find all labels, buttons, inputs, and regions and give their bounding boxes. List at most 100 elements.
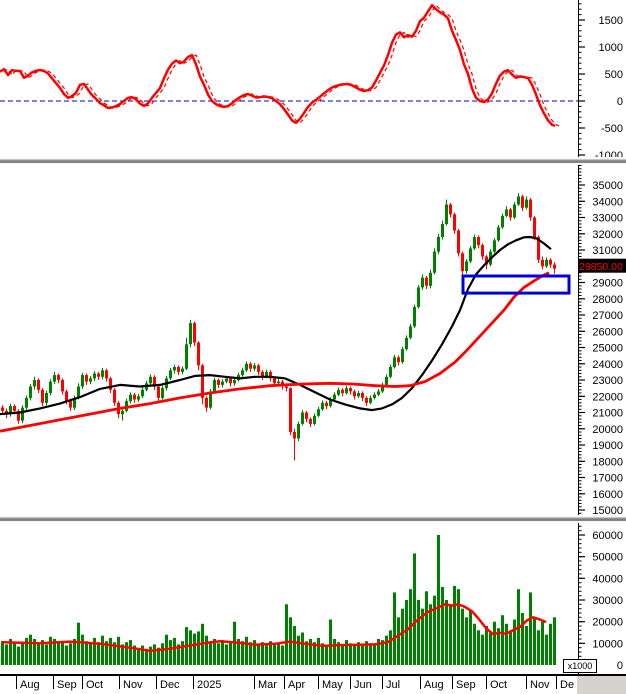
candle-body bbox=[537, 237, 540, 260]
volume-bar bbox=[509, 630, 512, 665]
candle-body bbox=[101, 370, 104, 377]
oscillator-plot[interactable] bbox=[0, 0, 578, 158]
candle-body bbox=[209, 391, 212, 408]
volume-bar bbox=[245, 636, 248, 665]
oscillator-main-line bbox=[0, 3, 556, 127]
volume-bar bbox=[401, 608, 404, 665]
volume-bar bbox=[145, 648, 148, 665]
candle-body bbox=[29, 386, 32, 398]
volume-bar bbox=[469, 610, 472, 665]
candle-body bbox=[81, 375, 84, 387]
candle-body bbox=[417, 287, 420, 307]
volume-bar bbox=[229, 642, 232, 665]
time-tick-label: Sep bbox=[456, 679, 476, 691]
candle-body bbox=[201, 365, 204, 398]
candle-body bbox=[457, 230, 460, 254]
value-axis[interactable]: 1500 1000 500 0 -500 -1000 35000 34000 33000 3200… bbox=[578, 0, 626, 674]
candle-body bbox=[285, 386, 288, 389]
candle-body bbox=[277, 381, 280, 384]
price-panel[interactable] bbox=[0, 165, 578, 517]
axis-tick-label: 16000 bbox=[592, 489, 623, 501]
volume-bar bbox=[49, 636, 52, 665]
volume-bar bbox=[553, 617, 556, 665]
volume-bar bbox=[277, 643, 280, 665]
price-plot[interactable] bbox=[0, 165, 578, 517]
volume-bar bbox=[457, 589, 460, 665]
time-tick-label: Aug bbox=[424, 679, 444, 691]
candle-body bbox=[9, 406, 12, 415]
volume-bar bbox=[161, 643, 164, 665]
candle-body bbox=[433, 251, 436, 273]
volume-bar bbox=[533, 617, 536, 665]
volume-bar bbox=[249, 642, 252, 665]
candle-body bbox=[385, 376, 388, 385]
time-axis-scale[interactable]: Aug Sep Oct Nov Dec 2025 Mar Apr May Jun Jul Aug Sep… bbox=[0, 674, 626, 694]
volume-bar bbox=[273, 644, 276, 665]
candle-body bbox=[97, 373, 100, 377]
candle-body bbox=[525, 199, 528, 208]
volume-bar bbox=[381, 640, 384, 665]
candle-body bbox=[321, 402, 324, 410]
volume-bar bbox=[405, 600, 408, 665]
volume-bar bbox=[61, 641, 64, 665]
volume-bar bbox=[53, 639, 56, 665]
volume-bar bbox=[441, 587, 444, 665]
candle-body bbox=[429, 272, 432, 286]
volume-unit-label: x1000 bbox=[563, 659, 597, 673]
volume-bar bbox=[197, 631, 200, 665]
volume-panel[interactable] bbox=[0, 523, 578, 674]
candle-body bbox=[213, 380, 216, 392]
candle-body bbox=[265, 371, 268, 377]
axis-corner bbox=[577, 676, 626, 694]
volume-bar bbox=[525, 626, 528, 665]
volume-bar bbox=[545, 634, 548, 665]
volume-bar bbox=[93, 637, 96, 665]
candle-body bbox=[273, 378, 276, 384]
candle-body bbox=[313, 415, 316, 424]
axis-tick-label: 60000 bbox=[592, 530, 623, 542]
candle-body bbox=[529, 199, 532, 218]
candle-body bbox=[333, 394, 336, 400]
volume-bar bbox=[397, 617, 400, 665]
volume-bar bbox=[153, 644, 156, 665]
candle-body bbox=[229, 378, 232, 384]
candle-body bbox=[509, 209, 512, 218]
volume-bar bbox=[421, 608, 424, 665]
candle-body bbox=[161, 388, 164, 398]
candle-body bbox=[533, 217, 536, 237]
value-axis-scale[interactable]: 150010005000-500-10003500034000330003200… bbox=[578, 0, 626, 674]
candle-body bbox=[85, 375, 88, 382]
volume-plot[interactable] bbox=[0, 523, 578, 674]
volume-bar bbox=[81, 634, 84, 665]
candle-body bbox=[317, 409, 320, 416]
axis-tick-label: 20000 bbox=[592, 617, 623, 629]
volume-bar bbox=[345, 640, 348, 665]
candle-body bbox=[73, 397, 76, 408]
panel-splitter-bottom[interactable] bbox=[0, 515, 626, 523]
candle-body bbox=[473, 237, 476, 249]
volume-bar bbox=[209, 641, 212, 665]
panel-splitter-top[interactable] bbox=[0, 157, 626, 165]
volume-bar bbox=[149, 646, 152, 665]
oscillator-panel[interactable] bbox=[0, 0, 578, 158]
time-tick-label: Dec bbox=[160, 679, 180, 691]
volume-bar bbox=[489, 632, 492, 665]
volume-bar bbox=[101, 635, 104, 665]
time-tick-label: De bbox=[560, 679, 574, 691]
volume-bar bbox=[65, 645, 68, 665]
candle-body bbox=[17, 410, 20, 421]
volume-bar bbox=[189, 630, 192, 665]
candle-body bbox=[493, 240, 496, 252]
candle-body bbox=[197, 342, 200, 366]
volume-bar bbox=[437, 535, 440, 665]
volume-bar bbox=[485, 626, 488, 665]
time-tick-label: Apr bbox=[288, 679, 305, 691]
time-axis[interactable]: Aug Sep Oct Nov Dec 2025 Mar Apr May Jun Jul Aug Sep… bbox=[0, 674, 626, 694]
ma-fast-line bbox=[0, 235, 552, 416]
candle-body bbox=[461, 253, 464, 272]
annotation-rectangle[interactable] bbox=[461, 274, 571, 295]
volume-bar bbox=[17, 646, 20, 665]
volume-ma-line bbox=[1, 603, 547, 653]
candle-body bbox=[389, 367, 392, 377]
